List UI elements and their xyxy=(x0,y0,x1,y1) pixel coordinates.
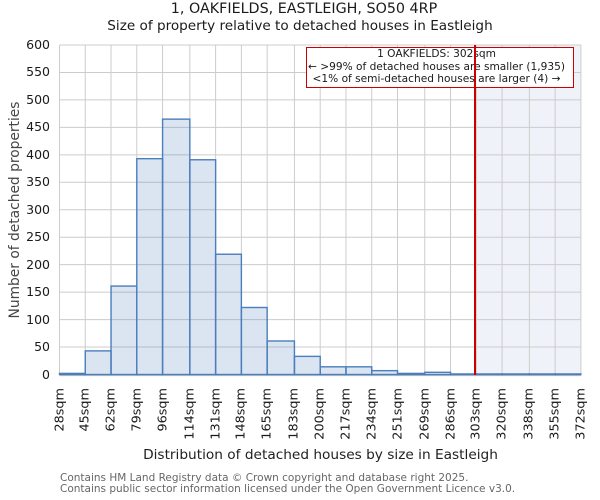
x-tick-label: 62sqm xyxy=(103,388,119,432)
x-tick-label: 165sqm xyxy=(259,388,275,440)
x-tick-label: 45sqm xyxy=(77,388,93,432)
histogram-bar xyxy=(319,366,347,376)
x-tick-label: 303sqm xyxy=(468,388,484,440)
y-tick-label: 300 xyxy=(26,201,50,217)
histogram-bar xyxy=(371,369,399,376)
x-tick-label: 234sqm xyxy=(364,388,380,440)
x-tick-label: 148sqm xyxy=(233,388,249,440)
y-tick-label: 500 xyxy=(26,91,50,107)
annotation-larger-label: <1% of semi-detached houses are larger (… xyxy=(312,73,561,86)
x-tick-label: 286sqm xyxy=(443,388,459,440)
histogram-bar xyxy=(266,340,296,376)
x-tick-label: 183sqm xyxy=(286,388,302,440)
histogram-bar xyxy=(240,306,268,376)
y-tick-label: 150 xyxy=(26,284,50,300)
histogram-bar xyxy=(501,373,531,376)
histogram-bar xyxy=(345,366,373,376)
histogram-bar xyxy=(58,372,86,376)
x-tick-label: 217sqm xyxy=(338,388,354,440)
histogram-bar xyxy=(214,253,243,376)
chart-title: 1, OAKFIELDS, EASTLEIGH, SO50 4RP xyxy=(170,1,438,17)
annotation-box: 1 OAKFIELDS: 302sqm ← >99% of detached h… xyxy=(305,46,574,88)
histogram-bar xyxy=(189,159,217,376)
x-tick-label: 114sqm xyxy=(182,388,198,440)
histogram-bar xyxy=(293,355,321,376)
x-tick-label: 96sqm xyxy=(155,388,171,432)
y-tick-label: 600 xyxy=(26,37,50,52)
y-tick-label: 350 xyxy=(26,174,50,190)
x-tick-label: 338sqm xyxy=(521,388,537,440)
histogram-bar xyxy=(110,285,138,376)
footer-attribution-hm-land-registry: Contains HM Land Registry data © Crown c… xyxy=(60,471,469,484)
annotation-smaller-label: ← >99% of detached houses are smaller (1… xyxy=(307,60,566,73)
x-tick-label: 372sqm xyxy=(573,388,589,440)
x-tick-label: 131sqm xyxy=(208,388,224,440)
property-size-marker-line xyxy=(473,45,476,375)
y-tick-label: 200 xyxy=(26,256,50,272)
y-tick-label: 50 xyxy=(34,339,50,355)
footer-attribution-open-government-licence: Contains public sector information licen… xyxy=(60,482,516,495)
x-axis-label: Distribution of detached houses by size … xyxy=(143,447,498,463)
x-tick-label: 251sqm xyxy=(390,388,405,440)
histogram-bar xyxy=(84,350,112,376)
x-tick-label: 320sqm xyxy=(494,388,510,440)
y-tick-label: 450 xyxy=(26,119,50,135)
histogram-bar xyxy=(449,373,478,376)
histogram-bar xyxy=(161,118,191,376)
histogram-bar xyxy=(475,373,503,376)
y-tick-label: 550 xyxy=(26,64,50,80)
histogram-bar xyxy=(554,373,582,376)
y-tick-label: 100 xyxy=(26,311,50,327)
y-tick-label: 250 xyxy=(26,229,50,245)
x-tick-label: 28sqm xyxy=(52,388,67,432)
y-tick-label: 0 xyxy=(42,366,50,382)
histogram-bar xyxy=(528,373,556,376)
x-tick-label: 79sqm xyxy=(129,388,145,432)
histogram-bar xyxy=(396,372,426,376)
x-tick-label: 355sqm xyxy=(547,388,563,440)
x-tick-label: 269sqm xyxy=(417,388,433,440)
y-tick-label: 400 xyxy=(26,146,50,162)
annotation-property-label: 1 OAKFIELDS: 302sqm xyxy=(377,48,496,61)
histogram-bar xyxy=(424,371,452,376)
x-tick-label: 200sqm xyxy=(312,388,328,440)
chart-subtitle: Size of property relative to detached ho… xyxy=(107,17,493,34)
histogram-bar xyxy=(136,157,164,376)
